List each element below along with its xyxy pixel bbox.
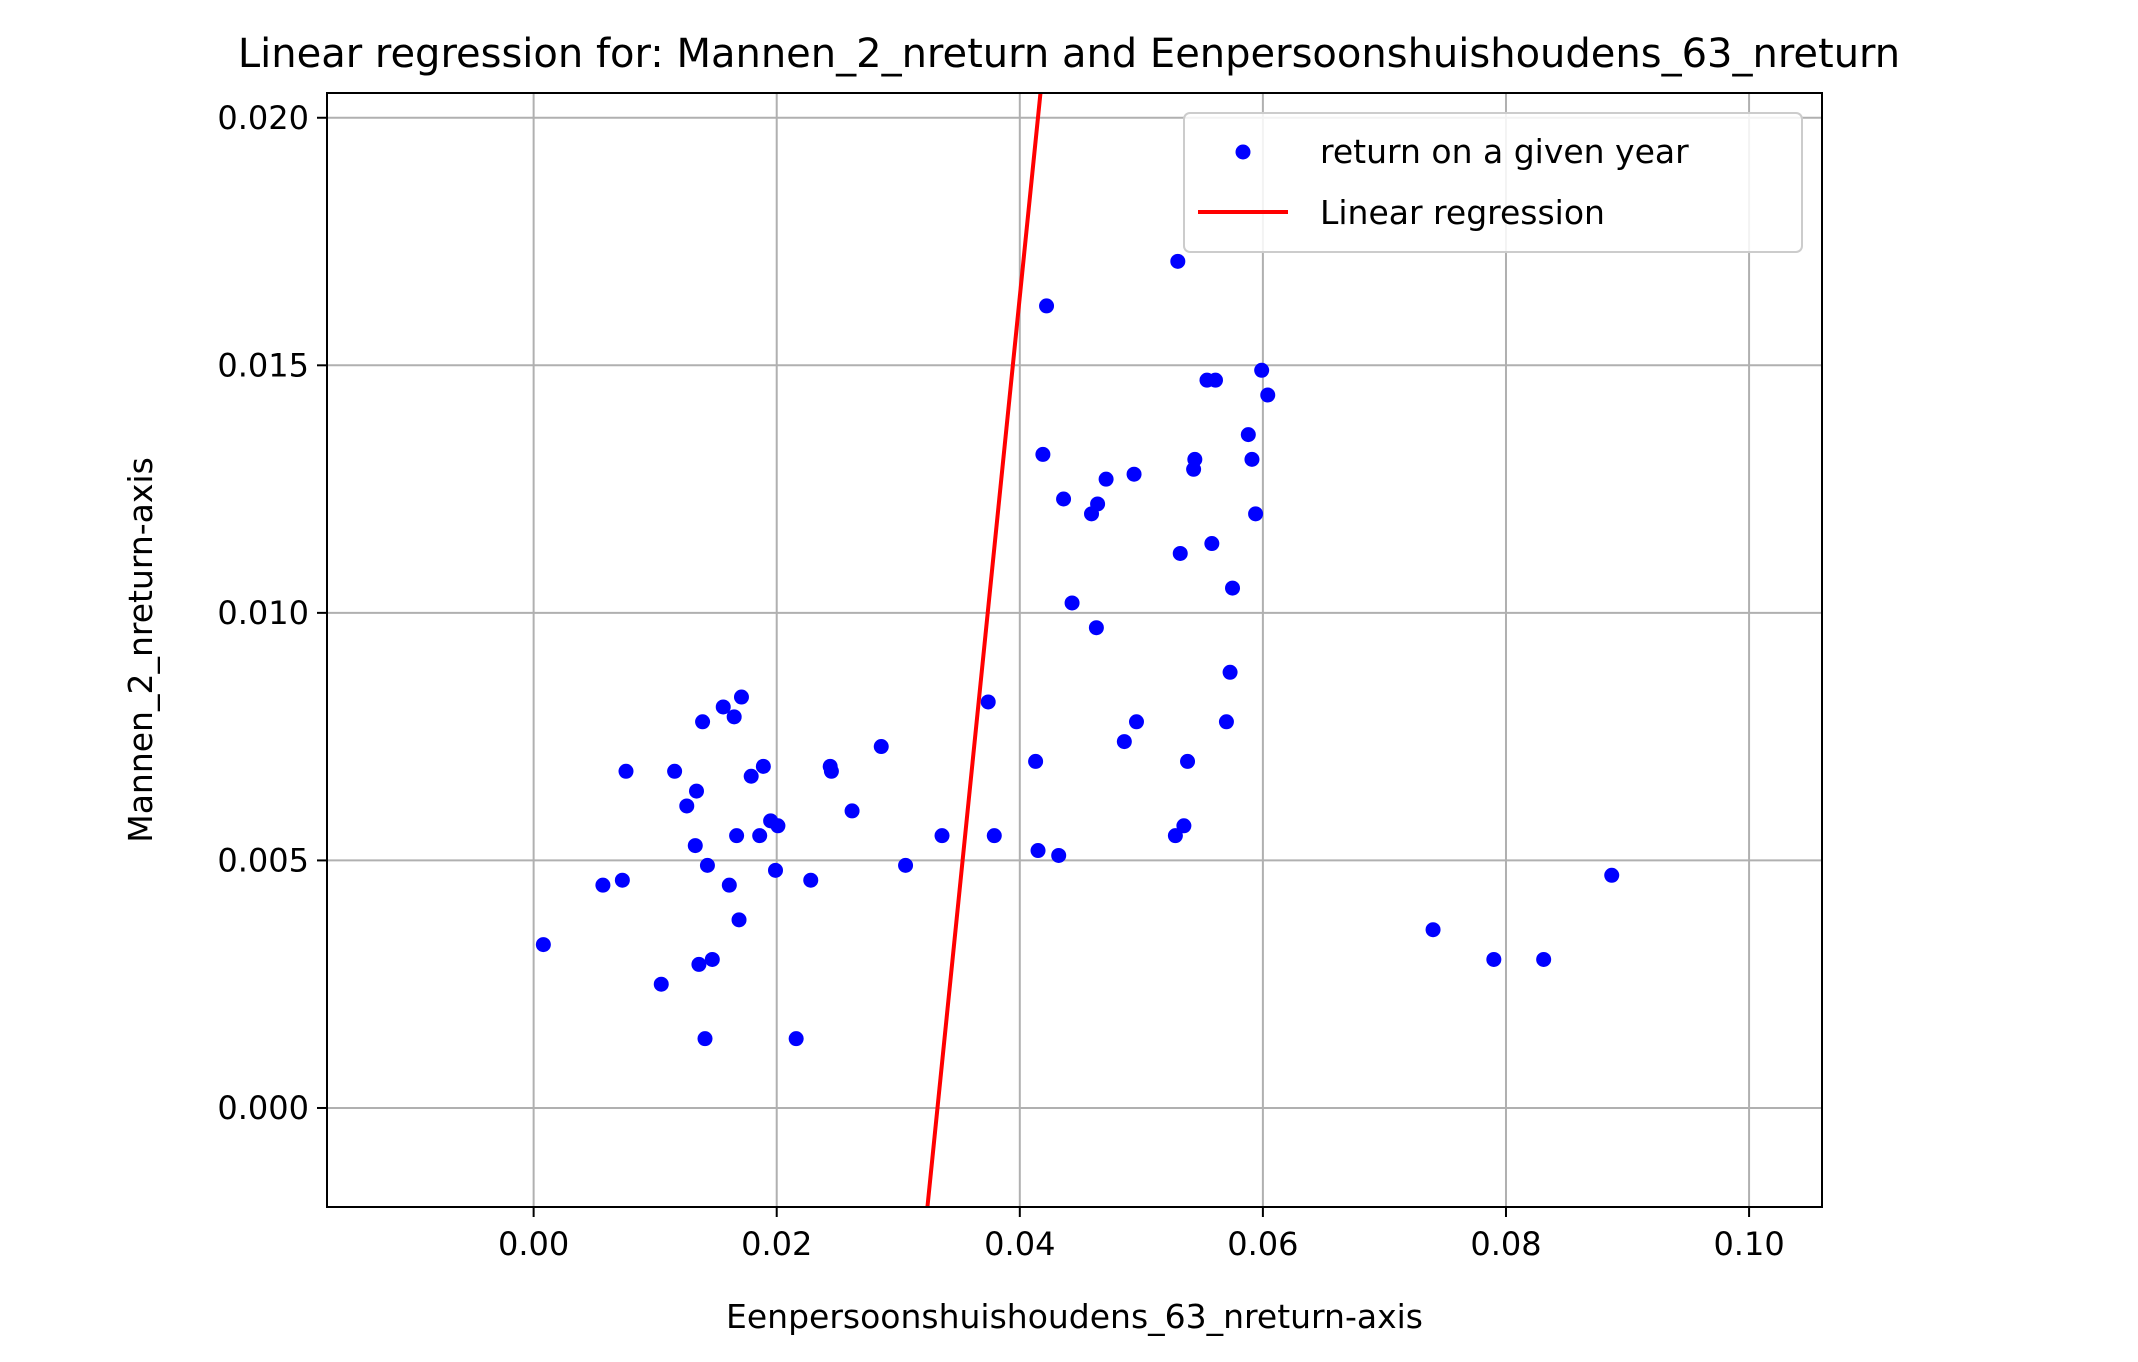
y-tick-label: 0.010 [217,594,309,632]
scatter-point [1064,595,1080,611]
scatter-point [1536,951,1552,967]
chart-title: Linear regression for: Mannen_2_nreturn … [238,31,1900,77]
scatter-point [1244,451,1260,467]
x-tick-label: 0.02 [741,1225,812,1263]
scatter-point [715,699,731,715]
y-tick-label: 0.000 [217,1089,309,1127]
scatter-point [687,838,703,854]
scatter-point [1180,753,1196,769]
scatter-point [595,877,611,893]
x-tick-label: 0.08 [1470,1225,1541,1263]
y-tick-label: 0.015 [217,346,309,384]
regression-line [925,93,1043,1207]
scatter-point [1170,253,1186,269]
scatter-point [1035,446,1051,462]
x-axis: 0.00 0.02 0.04 0.06 0.08 0.10 [498,1207,1785,1263]
scatter-point [653,976,669,992]
scatter-point [699,857,715,873]
scatter-point [695,714,711,730]
scatter-point [844,803,860,819]
scatter-point [535,937,551,953]
scatter-point [1090,496,1106,512]
scatter-point [788,1031,804,1047]
x-tick-label: 0.06 [1227,1225,1298,1263]
y-tick-label: 0.005 [217,841,309,879]
scatter-point [1486,951,1502,967]
scatter-point [980,694,996,710]
x-tick-label: 0.00 [498,1225,569,1263]
scatter-point [1254,362,1270,378]
x-tick-label: 0.04 [984,1225,1055,1263]
y-tick-label: 0.020 [217,99,309,137]
scatter-point [1056,491,1072,507]
legend-label-regression: Linear regression [1320,193,1605,232]
scatter-point [614,872,630,888]
scatter-point [1098,471,1114,487]
x-axis-label: Eenpersoonshuishoudens_63_nreturn-axis [726,1297,1423,1336]
scatter-point [688,783,704,799]
scatter-point [1176,818,1192,834]
scatter-point [873,739,889,755]
legend-box [1183,112,1803,253]
scatter-point [679,798,695,814]
scatter-point [1088,620,1104,636]
scatter-point [1207,372,1223,388]
plot-frame [326,92,1823,1208]
legend-marker-scatter [1235,144,1251,160]
scatter-point [721,877,737,893]
scatter-point [1222,664,1238,680]
scatter-point [729,828,745,844]
scatter-point [752,828,768,844]
scatter-point [770,818,786,834]
scatter-point [1172,545,1188,561]
scatter-point [898,857,914,873]
scatter-point [1218,714,1234,730]
scatter-point [1126,466,1142,482]
scatter-series [535,253,1620,1047]
scatter-point [1030,843,1046,859]
regression-series [925,93,1043,1207]
scatter-point [1225,580,1241,596]
scatter-point [691,956,707,972]
scatter-point [1248,506,1264,522]
scatter-point [618,763,634,779]
scatter-point [934,828,950,844]
legend: return on a given year Linear regression [1183,112,1803,253]
x-tick-label: 0.10 [1713,1225,1784,1263]
scatter-point [733,689,749,705]
y-axis-label: Mannen_2_nreturn-axis [121,457,160,843]
scatter-point [986,828,1002,844]
scatter-point [755,758,771,774]
scatter-point [1167,828,1183,844]
scatter-point [1051,847,1067,863]
scatter-point [667,763,683,779]
scatter-point [1425,922,1441,938]
scatter-point [768,862,783,878]
scatter-point [1260,387,1276,403]
scatter-point [726,709,742,725]
scatter-point [1039,298,1055,314]
scatter-point [823,763,839,779]
scatter-point [1116,734,1132,750]
scatter-point [704,951,720,967]
scatter-point [1204,536,1220,552]
scatter-point [1028,753,1044,769]
scatter-point [743,768,759,784]
scatter-point [1128,714,1144,730]
plot-area [535,93,1620,1207]
scatter-point [731,912,747,928]
y-axis: 0.000 0.005 0.010 0.015 0.020 [217,99,327,1127]
scatter-point [697,1031,713,1047]
scatter-point [1187,451,1203,467]
scatter-point [1240,427,1256,443]
scatter-point [1604,867,1620,883]
legend-label-scatter: return on a given year [1320,132,1689,171]
scatter-point [803,872,819,888]
